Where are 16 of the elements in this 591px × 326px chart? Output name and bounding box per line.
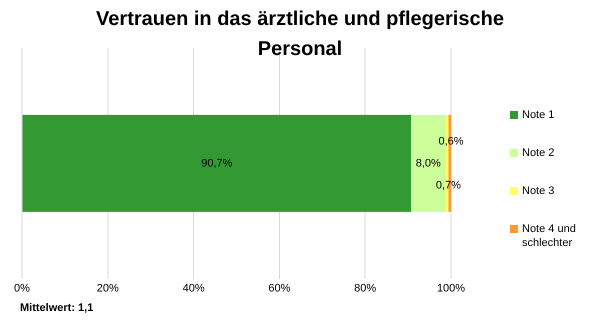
x-tick-label: 100% xyxy=(436,282,466,294)
x-tick-label: 80% xyxy=(354,282,376,294)
x-tick-label: 60% xyxy=(268,282,291,294)
chart-title: Vertrauen in das ärztliche und pflegerische Personal xyxy=(95,7,505,62)
text: Mittelwert: 1,1 xyxy=(20,302,94,314)
data-label: 0,7% xyxy=(436,179,462,192)
x-tick-label: 0% xyxy=(14,282,30,294)
legend-label: Note 2 xyxy=(521,146,556,160)
bar xyxy=(22,114,412,212)
x-tick-label: 20% xyxy=(96,282,120,294)
legend-label: Note 3 xyxy=(521,184,556,198)
x-tick-label: 40% xyxy=(182,282,205,294)
legend-label: Note 1 xyxy=(521,108,556,122)
legend-label: Note 4 und schlechter xyxy=(521,222,577,250)
data-label: 8,0% xyxy=(416,157,442,170)
data-label: 90,7% xyxy=(201,157,233,170)
